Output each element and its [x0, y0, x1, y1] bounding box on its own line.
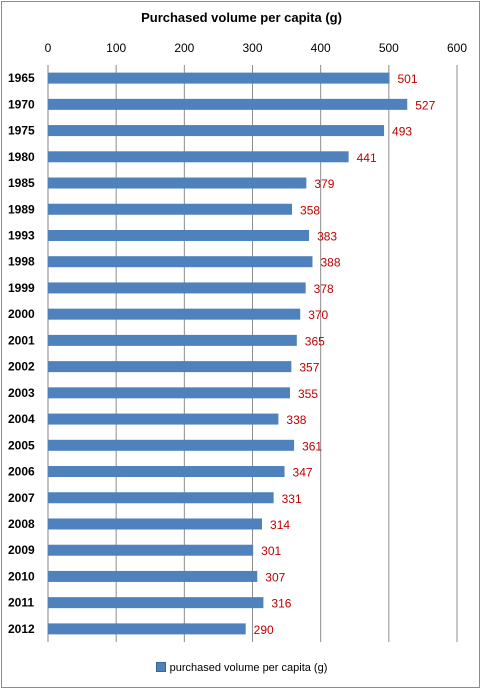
data-label: 307	[265, 570, 285, 584]
category-label: 2003	[8, 386, 35, 400]
category-label: 2004	[8, 412, 35, 426]
data-label: 338	[286, 413, 306, 427]
category-label: 1985	[8, 176, 35, 190]
bar	[48, 518, 263, 530]
category-label: 2005	[8, 438, 35, 452]
category-label: 2007	[8, 491, 35, 505]
bar	[48, 439, 295, 451]
data-label: 378	[314, 282, 334, 296]
data-label: 316	[271, 597, 291, 611]
bar	[48, 387, 290, 399]
chart-title: Purchased volume per capita (g)	[141, 10, 342, 25]
data-label: 370	[308, 308, 328, 322]
data-label: 347	[293, 466, 313, 480]
x-tick-label: 0	[45, 41, 52, 55]
data-label: 361	[302, 439, 322, 453]
x-axis-ticks: 0 100 200 300 400 500 600	[45, 41, 468, 55]
bar	[48, 229, 310, 241]
bar	[48, 151, 349, 163]
bar	[48, 570, 258, 582]
bar	[48, 597, 264, 609]
bars	[48, 72, 408, 635]
legend-swatch	[155, 662, 166, 673]
category-label: 2008	[8, 517, 35, 531]
bar	[48, 282, 306, 294]
data-label: 290	[254, 623, 274, 637]
bar	[48, 98, 408, 110]
category-label: 1965	[8, 71, 35, 85]
bar	[48, 623, 246, 635]
data-label: 355	[298, 387, 318, 401]
bar	[48, 177, 307, 189]
category-label: 1993	[8, 228, 35, 242]
data-label: 383	[317, 229, 337, 243]
bar	[48, 256, 313, 268]
x-tick-label: 600	[447, 41, 467, 55]
data-label: 379	[314, 177, 334, 191]
bar	[48, 308, 301, 320]
bar	[48, 72, 390, 84]
category-label: 2000	[8, 307, 35, 321]
category-label: 1998	[8, 255, 35, 269]
data-label: 441	[357, 151, 377, 165]
data-label: 357	[299, 361, 319, 375]
bar	[48, 466, 285, 478]
category-label: 1999	[8, 281, 35, 295]
data-label: 501	[398, 72, 418, 86]
data-label: 314	[270, 518, 290, 532]
data-label: 493	[392, 125, 412, 139]
category-label: 2006	[8, 465, 35, 479]
category-label: 2001	[8, 333, 35, 347]
category-label: 1975	[8, 124, 35, 138]
bar	[48, 203, 293, 215]
bar	[48, 334, 297, 346]
category-label: 2002	[8, 360, 35, 374]
category-labels: 1965 1970 1975 1980 1985 1989 1993 1998 1999 2000…	[8, 71, 35, 636]
bar	[48, 361, 292, 373]
x-tick-label: 500	[379, 41, 399, 55]
data-label: 388	[320, 256, 340, 270]
x-tick-label: 300	[242, 41, 262, 55]
category-label: 1989	[8, 202, 35, 216]
x-tick-label: 100	[106, 41, 126, 55]
category-label: 2010	[8, 569, 35, 583]
category-label: 1970	[8, 97, 35, 111]
x-tick-label: 200	[174, 41, 194, 55]
category-label: 2012	[8, 622, 35, 636]
data-label: 331	[282, 492, 302, 506]
data-label: 527	[415, 98, 435, 112]
bar	[48, 125, 385, 137]
bar	[48, 413, 279, 425]
legend: purchased volume per capita (g)	[0, 662, 483, 674]
category-label: 2009	[8, 543, 35, 557]
category-label: 2011	[8, 596, 34, 610]
category-label: 1980	[8, 150, 35, 164]
bar	[48, 544, 254, 556]
data-label: 301	[261, 544, 281, 558]
x-tick-label: 400	[311, 41, 331, 55]
legend-label: purchased volume per capita (g)	[169, 662, 328, 674]
bar	[48, 492, 274, 504]
data-label: 365	[305, 334, 325, 348]
data-label: 358	[300, 203, 320, 217]
